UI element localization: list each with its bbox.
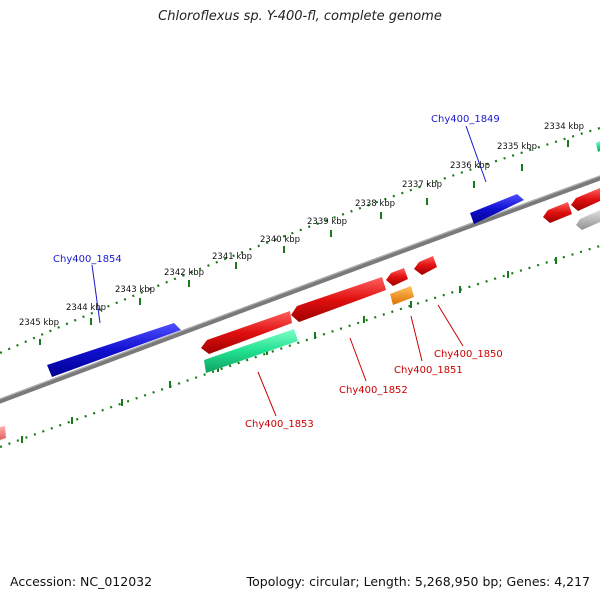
feature-arrow-gray-right[interactable]	[576, 210, 600, 230]
feature-arrow-green-right[interactable]	[596, 141, 600, 152]
tick-label: 2335 kbp	[497, 142, 537, 152]
gene-label-chy1850[interactable]: Chy400_1850	[434, 349, 503, 360]
tick-label: 2337 kbp	[402, 180, 442, 190]
gene-arrow-chy1854[interactable]	[47, 323, 181, 377]
gene-arrow-chy1852[interactable]	[291, 277, 386, 322]
tick-label: 2343 kbp	[115, 285, 155, 295]
inner-tick-ring	[0, 244, 600, 449]
rna-feature-chy1853[interactable]	[204, 329, 298, 373]
leader-line-chy1850	[437, 304, 464, 347]
genome-summary-text: Topology: circular; Length: 5,268,950 bp…	[246, 574, 590, 589]
gene-arrow-red-right-1[interactable]	[543, 202, 572, 223]
tick-label: 2344 kbp	[66, 303, 106, 313]
gene-label-chy1851[interactable]: Chy400_1851	[394, 365, 463, 376]
accession-text: Accession: NC_012032	[10, 574, 153, 589]
leader-line-chy1849	[465, 125, 487, 183]
genome-backbone	[0, 175, 600, 404]
leader-line-chy1852	[349, 337, 367, 382]
gene-label-chy1854[interactable]: Chy400_1854	[53, 254, 122, 265]
tick-label: 2340 kbp	[260, 235, 300, 245]
tick-label: 2334 kbp	[544, 122, 584, 132]
tick-label: 2345 kbp	[19, 318, 59, 328]
outer-tick-ring	[0, 126, 600, 355]
gene-label-chy1849[interactable]: Chy400_1849	[431, 114, 500, 125]
leader-line-chy1851	[410, 315, 423, 362]
tick-label: 2339 kbp	[307, 217, 347, 227]
gene-arrow-chy1849[interactable]	[470, 194, 524, 224]
gene-label-chy1852[interactable]: Chy400_1852	[339, 385, 408, 396]
map-title: Chloroflexus sp. Y-400-fl, complete geno…	[158, 9, 442, 24]
leader-line-chy1854	[91, 264, 101, 324]
gene-arrow-chy1850[interactable]	[414, 256, 437, 275]
outer-major-ticks	[39, 140, 569, 345]
gene-arrow-chy1851[interactable]	[386, 268, 408, 286]
tick-label: 2336 kbp	[450, 161, 490, 171]
gene-arrow-chy1853-red[interactable]	[201, 311, 292, 354]
tick-label: 2342 kbp	[164, 268, 204, 278]
feature-pink-left[interactable]	[0, 426, 6, 440]
leader-line-chy1853	[257, 371, 277, 417]
gene-label-chy1853[interactable]: Chy400_1853	[245, 419, 314, 430]
tick-label: 2338 kbp	[355, 199, 395, 209]
tick-label: 2341 kbp	[212, 252, 252, 262]
gene-arrow-red-right-2[interactable]	[571, 188, 600, 211]
misc-feature-orange[interactable]	[390, 286, 414, 305]
